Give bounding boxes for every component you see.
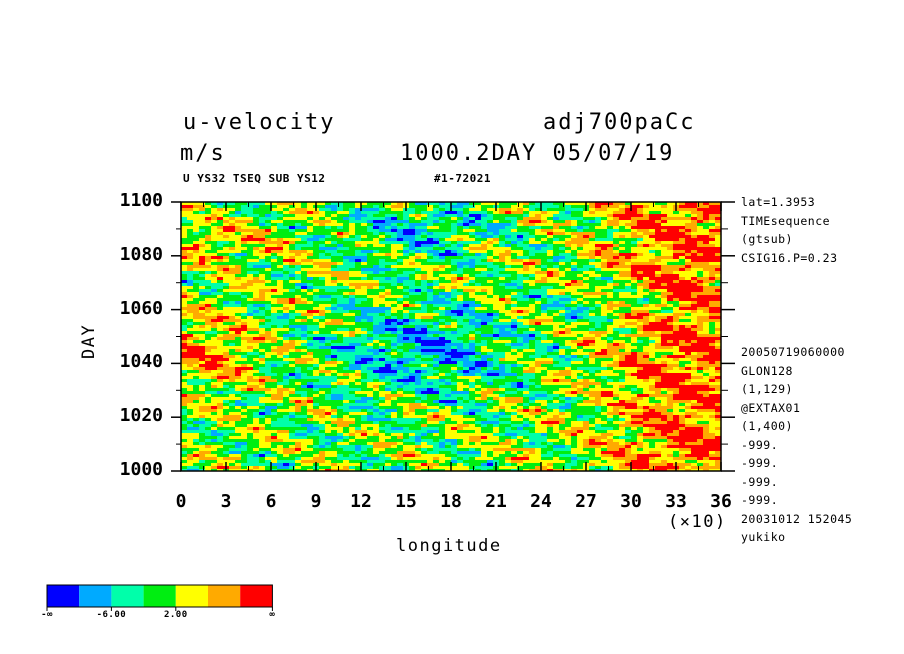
colorbar-label: -6.00 [96, 610, 127, 620]
colorbar-swatch [175, 585, 208, 607]
run-id: #1-72021 [434, 172, 491, 185]
colorbar-label: ∞ [269, 610, 276, 620]
info-line: (1,129) [741, 382, 793, 396]
x-tick-label: 24 [530, 491, 552, 512]
colorbar-swatch [79, 585, 112, 607]
units-label: m/s [180, 141, 226, 166]
colorbar [46, 584, 273, 611]
x-tick-label: 9 [310, 491, 322, 512]
colorbar-frame [46, 584, 273, 608]
x-tick-label: 6 [265, 491, 277, 512]
x-tick-label: 30 [620, 491, 642, 512]
x-tick-label: 15 [395, 491, 417, 512]
y-axis-ticks [171, 201, 735, 472]
info-line: yukiko [741, 530, 786, 544]
y-tick-label: 1020 [119, 405, 163, 427]
info-line: 20050719060000 [741, 345, 845, 359]
info-line: lat=1.3953 [741, 195, 816, 209]
x-tick-label: 27 [575, 491, 597, 512]
chart-title: u-velocity [183, 110, 336, 135]
x-tick-label: 36 [710, 491, 732, 512]
colorbar-label: -∞ [41, 610, 53, 620]
colorbar-swatch [240, 585, 273, 607]
experiment-label: adj700paCc [543, 110, 696, 135]
info-line: -999. [741, 437, 779, 452]
info-line: @EXTAX01 [741, 400, 801, 415]
colorbar-swatch [143, 585, 176, 607]
x-multiplier-label: (×10) [668, 512, 727, 532]
x-axis-label: longitude [396, 536, 502, 556]
y-tick-label: 1060 [119, 297, 163, 319]
x-tick-label: 18 [440, 491, 462, 512]
colorbar-swatch [208, 585, 241, 607]
x-tick-label: 33 [665, 491, 687, 512]
info-line: (gtsub) [741, 232, 793, 246]
y-tick-label: 1080 [119, 243, 163, 265]
colorbar-swatch [111, 585, 144, 607]
x-tick-label: 21 [485, 491, 507, 512]
time-label: 1000.2DAY 05/07/19 [400, 141, 675, 166]
y-tick-label: 1040 [119, 351, 163, 373]
info-line: -999. [741, 456, 779, 470]
variable-desc: U YS32 TSEQ SUB YS12 [183, 172, 326, 185]
colorbar-label: 2.00 [163, 610, 188, 620]
x-tick-label: 0 [175, 491, 187, 512]
x-axis-ticks [180, 202, 722, 471]
info-line: (1,400) [741, 419, 793, 433]
y-tick-label: 1100 [119, 190, 163, 211]
x-tick-label: 3 [220, 491, 232, 512]
x-tick-label: 12 [350, 491, 372, 512]
y-tick-label: 1000 [119, 459, 163, 480]
info-line: -999. [741, 474, 779, 489]
heatmap-field [181, 202, 721, 471]
info-line: CSIG16.P=0.23 [741, 250, 838, 265]
colorbar-swatch [47, 585, 80, 607]
info-line: GLON128 [741, 363, 793, 378]
info-line: TIMEsequence [741, 213, 831, 228]
info-line: 20031012 152045 [741, 511, 853, 526]
y-axis-label: DAY [79, 323, 99, 359]
info-line: -999. [741, 493, 779, 507]
